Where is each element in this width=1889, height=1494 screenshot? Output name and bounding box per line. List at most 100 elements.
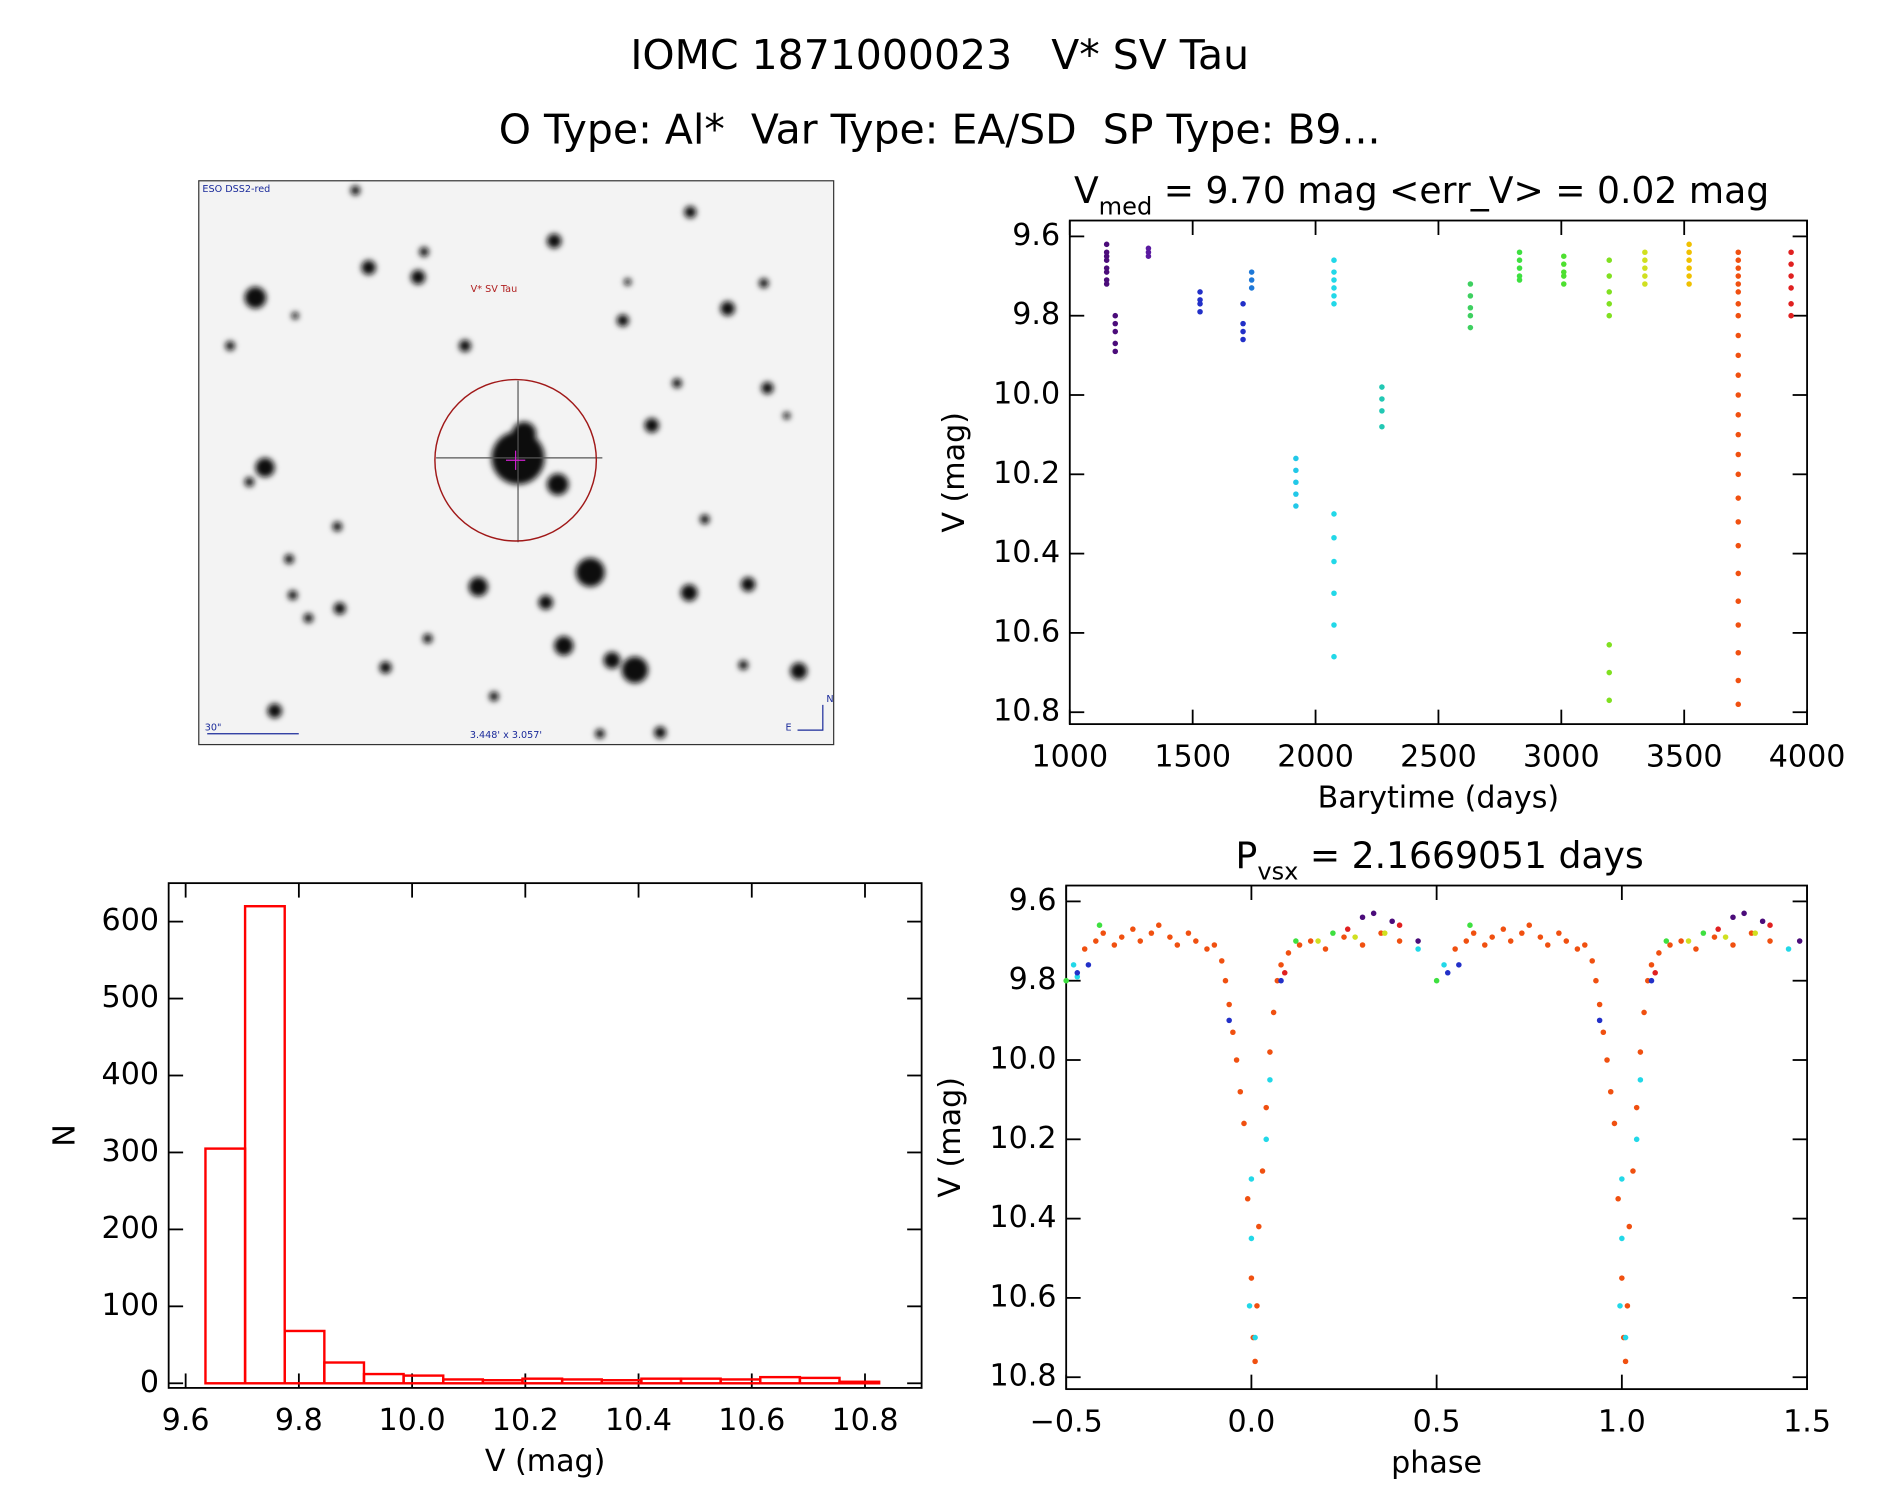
data-point [1341,934,1347,940]
title-part: vsx [1257,857,1298,885]
data-point [1112,340,1119,347]
data-point [1507,938,1514,944]
data-point [1441,962,1447,968]
y-tick-label: 10.6 [989,1279,1056,1314]
data-point [1482,942,1488,948]
data-point [1307,938,1314,944]
data-point [1735,372,1742,378]
data-point [1103,281,1110,287]
data-point [1663,938,1670,944]
x-tick-label: 0.5 [1413,1404,1461,1439]
data-point [1735,701,1742,708]
data-point [1197,301,1203,307]
data-point [1516,265,1523,271]
data-point [1537,934,1544,940]
data-point [1467,304,1474,311]
histogram-bar [283,1329,326,1385]
data-point [1678,938,1684,944]
y-tick-label: 10.8 [989,1359,1056,1394]
data-point [1606,289,1613,295]
x-tick-label: 10.6 [718,1403,785,1438]
data-point [1686,249,1692,256]
data-point [1730,914,1736,921]
data-point [1735,677,1742,684]
data-point [1344,926,1351,932]
data-point [1693,946,1699,952]
y-tick-label: 400 [102,1057,159,1092]
data-point [1561,261,1567,267]
data-point [1267,1049,1273,1055]
data-point [1248,277,1255,283]
y-tick-label: 9.8 [1009,962,1057,997]
data-point [1240,301,1246,307]
x-tick-label: 10.4 [605,1403,672,1438]
data-point [1619,1176,1625,1182]
data-point [1615,1196,1621,1202]
y-tick-label: 600 [102,903,159,938]
data-point [1642,257,1648,263]
data-point [1467,312,1474,319]
y-tick-label: 10.8 [993,694,1060,729]
data-point [1519,930,1525,936]
north-label: N [826,694,833,705]
data-point [1370,910,1377,917]
data-point [1685,938,1692,944]
x-axis-label: phase [1391,1445,1482,1480]
data-point [1222,977,1229,984]
data-point [1574,946,1581,952]
data-point [1248,285,1255,291]
y-tick-label: 9.8 [1012,297,1060,332]
histogram-bar [560,1378,603,1385]
y-tick-label: 500 [102,980,159,1015]
x-tick-label: −0.5 [1030,1404,1103,1439]
y-tick-label: 10.2 [989,1121,1056,1156]
data-point [1240,320,1246,327]
data-point [1622,1334,1629,1341]
histogram-bar [798,1376,841,1385]
data-point [1145,253,1152,259]
data-point [1561,281,1567,287]
x-tick-label: 10.2 [492,1403,559,1438]
data-point [1352,934,1358,940]
data-point [1137,938,1144,944]
data-point [1735,332,1742,339]
histogram-bar [679,1377,722,1385]
y-tick-label: 100 [102,1288,159,1323]
histogram-bar [719,1378,762,1385]
data-point [1296,942,1303,948]
data-point [1606,697,1613,704]
data-point [1641,1009,1647,1016]
data-point [1145,245,1152,252]
data-point [1667,942,1673,948]
data-point [1526,922,1533,928]
x-tick-label: 4000 [1769,739,1846,774]
data-point [1516,277,1523,283]
data-point [1204,946,1210,952]
size-label: 3.448' x 3.057' [470,730,542,741]
y-tick-label: 10.6 [993,614,1060,649]
histogram-bar [600,1379,643,1385]
y-tick-label: 10.4 [993,535,1060,570]
data-point [1656,950,1662,956]
data-point [1211,942,1218,948]
data-point [1593,977,1599,984]
data-point [1359,914,1366,921]
data-point [1389,918,1395,924]
data-point [1433,977,1440,984]
data-point [1415,946,1421,952]
data-point [1686,281,1692,287]
data-point [1379,408,1385,414]
data-point [1607,1088,1614,1095]
data-point [1293,503,1299,509]
data-point [1111,942,1118,948]
data-point [1633,1136,1640,1143]
data-point [1074,970,1081,976]
data-point [1197,308,1203,315]
data-point [1648,962,1655,968]
histogram-bar [640,1377,683,1385]
data-point [1686,265,1692,271]
histogram-bar [442,1378,485,1385]
data-point [1248,1275,1255,1281]
data-point [1617,1303,1623,1309]
data-point [1259,1168,1266,1174]
